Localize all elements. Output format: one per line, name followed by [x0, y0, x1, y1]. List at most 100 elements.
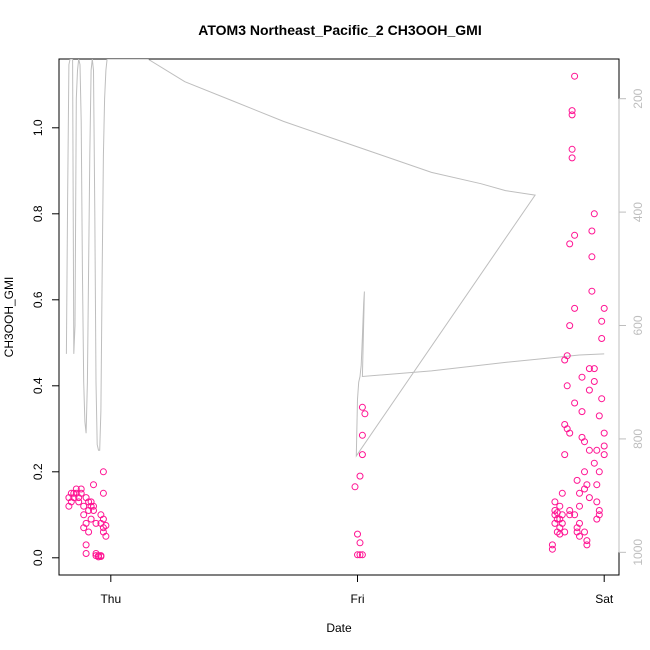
data-point [585, 494, 593, 502]
data-point [566, 322, 574, 330]
data-point [593, 481, 601, 489]
data-point [585, 446, 593, 454]
data-point [578, 373, 586, 381]
data-point [551, 498, 559, 506]
data-point [90, 481, 97, 489]
data-point [568, 107, 576, 115]
data-point [598, 317, 606, 325]
data-point [356, 551, 364, 559]
y-tick-label: 0.0 [31, 549, 45, 566]
data-point [556, 515, 564, 523]
data-point [563, 352, 571, 360]
data-point [82, 519, 90, 527]
data-point [99, 515, 107, 523]
y-axis-label: CH3OOH_GMI [2, 277, 16, 358]
data-point [593, 498, 601, 506]
data-point [568, 154, 576, 162]
right-tick-label: 400 [631, 202, 645, 222]
profile-line [65, 59, 605, 458]
data-point [576, 502, 583, 510]
data-point [356, 472, 364, 480]
data-point [87, 515, 95, 523]
data-point [576, 519, 583, 527]
data-point [581, 528, 588, 536]
right-tick-label: 1000 [631, 539, 645, 566]
data-point [590, 365, 598, 373]
x-tick-label: Sat [595, 592, 614, 606]
data-point [102, 532, 110, 540]
data-point [558, 489, 566, 497]
data-point [571, 231, 579, 239]
data-point [358, 431, 366, 439]
y-axis-right: 200 400 600 800 1000 [618, 88, 645, 566]
x-axis-label: Date [326, 621, 352, 635]
data-point [588, 253, 596, 261]
data-point [566, 511, 574, 519]
data-point [578, 408, 586, 416]
data-point [588, 227, 596, 235]
right-tick-label: 200 [631, 88, 645, 108]
data-point [356, 539, 364, 547]
data-point [595, 412, 603, 420]
data-point [563, 382, 571, 390]
data-point [80, 502, 88, 510]
data-point [92, 519, 100, 527]
data-point [590, 459, 598, 467]
data-point [590, 378, 598, 385]
data-point [358, 551, 366, 559]
data-point [583, 541, 591, 549]
data-point [600, 451, 608, 459]
data-point [600, 442, 608, 450]
y-axis-left: 0.0 0.2 0.4 0.6 0.8 1.0 [31, 119, 60, 566]
data-point [588, 287, 596, 295]
data-point [358, 451, 366, 459]
data-point [566, 507, 574, 514]
data-point [85, 528, 93, 536]
data-point [571, 511, 579, 519]
x-tick-label: Thu [100, 592, 121, 606]
data-point [568, 111, 576, 119]
data-point [568, 145, 576, 153]
data-point [556, 502, 564, 510]
data-point [351, 483, 359, 491]
profile-line-layer [65, 59, 605, 458]
y-tick-label: 0.4 [31, 377, 45, 394]
right-tick-label: 800 [631, 429, 645, 449]
data-point [561, 528, 569, 536]
data-point [354, 551, 361, 559]
data-point [576, 532, 583, 540]
x-axis: Thu Fri Sat [100, 574, 614, 606]
data-point [90, 507, 97, 514]
data-point [82, 550, 90, 557]
data-point [99, 468, 107, 476]
data-point [581, 468, 588, 476]
data-point [80, 511, 88, 519]
y-tick-label: 0.6 [31, 291, 45, 308]
data-point [585, 365, 593, 373]
y-tick-label: 0.2 [31, 463, 45, 480]
data-point [600, 304, 608, 312]
data-point [561, 451, 569, 459]
data-point [571, 72, 579, 80]
data-point [600, 429, 608, 437]
chart-title: ATOM3 Northeast_Pacific_2 CH3OOH_GMI [198, 22, 481, 38]
data-point [595, 507, 603, 514]
right-tick-label: 600 [631, 315, 645, 335]
data-point [548, 541, 556, 549]
data-point [576, 489, 583, 497]
data-point [573, 476, 581, 484]
data-point [548, 545, 556, 553]
data-point [75, 498, 83, 506]
x-tick-label: Fri [351, 592, 365, 606]
data-point [581, 438, 588, 446]
data-point [595, 511, 603, 519]
data-point [595, 468, 603, 476]
data-point [358, 403, 366, 411]
data-point [354, 530, 361, 538]
plot-frame [58, 58, 620, 576]
data-point [90, 502, 97, 510]
points-layer [65, 72, 608, 561]
data-point [583, 481, 591, 489]
y-tick-label: 1.0 [31, 119, 45, 136]
